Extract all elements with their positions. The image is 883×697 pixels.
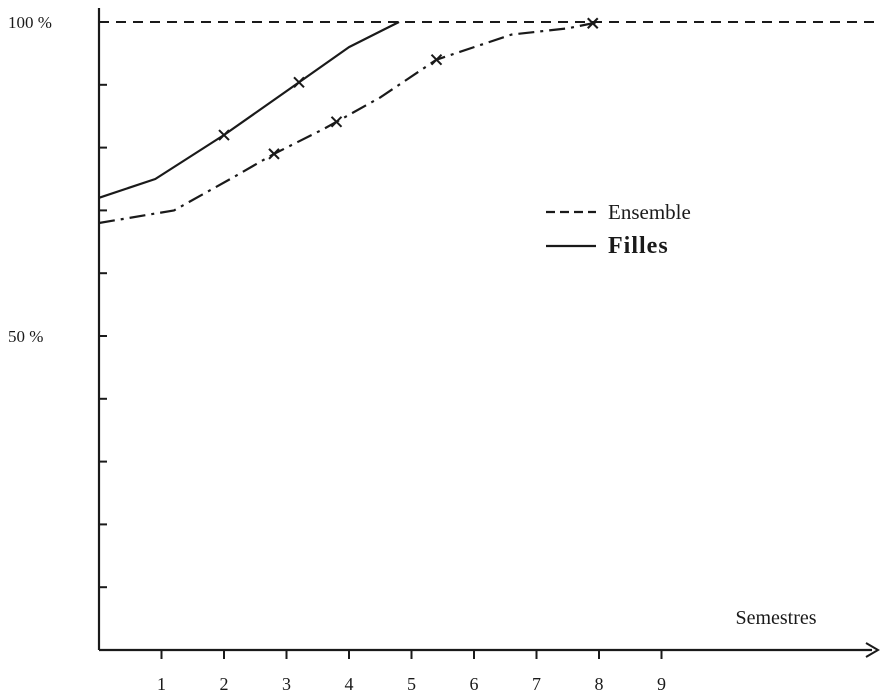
x-tick-label: 5 (407, 674, 416, 694)
legend-label: Filles (608, 233, 669, 259)
x-tick-label: 9 (657, 674, 666, 694)
x-axis-label: Semestres (735, 607, 816, 629)
data-point-filles (218, 129, 230, 141)
x-tick-label: 8 (595, 674, 604, 694)
x-tick-label: 6 (470, 674, 479, 694)
data-point-ensemble (330, 116, 343, 128)
y-tick-label: 100 % (8, 13, 52, 32)
series-line-filles (98, 21, 400, 199)
x-tick-label: 2 (220, 674, 229, 694)
legend: Ensemble Filles (546, 200, 691, 259)
series-line-ensemble (98, 20, 600, 225)
data-point-ensemble (587, 17, 599, 29)
marker-stroke (587, 17, 599, 29)
marker-stroke (330, 116, 343, 128)
ticks-group: 1 2 3 4 5 6 7 8 9 50 % 100 % Semestres (8, 13, 817, 694)
data-point-ensemble (268, 148, 280, 160)
legend-label: Ensemble (608, 200, 691, 224)
marker-stroke (268, 148, 280, 160)
marker-stroke (293, 76, 305, 88)
x-tick-label: 3 (282, 674, 291, 694)
series-group (98, 17, 600, 225)
data-point-ensemble (430, 53, 443, 66)
data-point-filles (293, 76, 305, 88)
x-tick-label: 7 (532, 674, 541, 694)
axes (97, 8, 880, 658)
x-tick-label: 4 (345, 674, 354, 694)
x-axis-arrow (865, 642, 880, 658)
marker-stroke (218, 129, 230, 141)
legend-entry-ensemble: Ensemble (546, 200, 691, 224)
x-tick-label: 1 (157, 674, 166, 694)
y-tick-label: 50 % (8, 327, 43, 346)
marker-stroke (430, 53, 443, 66)
legend-entry-filles: Filles (546, 233, 669, 259)
